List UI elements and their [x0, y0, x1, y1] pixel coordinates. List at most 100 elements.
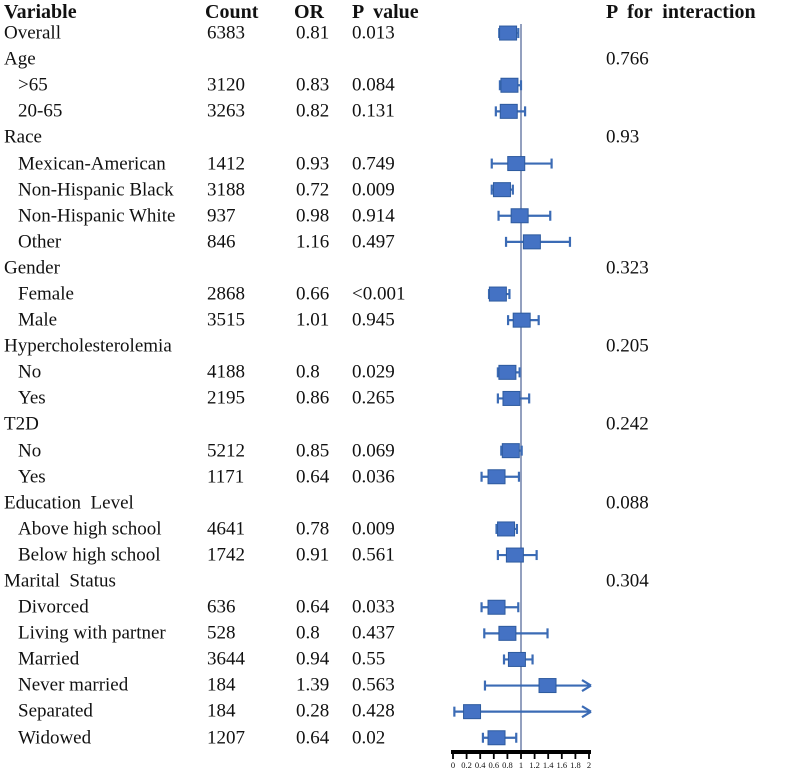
row-count: 3263 — [207, 100, 245, 122]
row-label: Yes — [18, 466, 46, 488]
header-or: OR — [294, 1, 324, 23]
table-row: Hypercholesterolemia 0.205 — [0, 333, 787, 359]
row-label: >65 — [18, 74, 48, 96]
row-count: 184 — [207, 674, 236, 696]
row-p-value: 0.02 — [352, 727, 386, 749]
row-p-value: 0.084 — [352, 74, 395, 96]
table-row: Education Level 0.088 — [0, 490, 787, 516]
header-count: Count — [205, 1, 259, 23]
row-label: Male — [18, 309, 58, 331]
x-axis-tick-label: 1.4 — [543, 760, 554, 770]
row-or: 0.64 — [296, 596, 330, 618]
row-p-value: 0.013 — [352, 22, 395, 44]
row-label: Education Level — [4, 492, 134, 514]
table-row: Living with partner 528 0.8 0.437 — [0, 620, 787, 646]
row-label: Race — [4, 126, 42, 148]
table-row: >65 3120 0.83 0.084 — [0, 72, 787, 98]
table-row: Age 0.766 — [0, 46, 787, 72]
header-p-interaction: P for interaction — [606, 1, 756, 23]
row-p-value: 0.029 — [352, 361, 395, 383]
row-count: 2195 — [207, 387, 245, 409]
row-label: Yes — [18, 387, 46, 409]
row-label: Female — [18, 283, 74, 305]
row-p-value: 0.131 — [352, 100, 395, 122]
table-row: Yes 2195 0.86 0.265 — [0, 385, 787, 411]
row-label: Age — [4, 48, 36, 70]
row-count: 1412 — [207, 153, 245, 175]
table-row: Separated 184 0.28 0.428 — [0, 698, 787, 724]
row-p-value: <0.001 — [352, 283, 406, 305]
x-axis-tick-label: 0.4 — [475, 760, 486, 770]
row-count: 3120 — [207, 74, 245, 96]
x-axis-tick-label: 0.8 — [502, 760, 513, 770]
row-label: Below high school — [18, 544, 161, 566]
row-or: 0.91 — [296, 544, 330, 566]
row-label: Non-Hispanic White — [18, 205, 176, 227]
row-label: Never married — [18, 674, 129, 696]
row-or: 0.72 — [296, 179, 330, 201]
table-row: No 4188 0.8 0.029 — [0, 359, 787, 385]
row-p-interaction: 0.93 — [606, 126, 640, 148]
row-label: 20-65 — [18, 100, 63, 122]
row-count: 4641 — [207, 518, 245, 540]
row-p-value: 0.069 — [352, 440, 395, 462]
table-row: T2D 0.242 — [0, 411, 787, 437]
row-or: 0.8 — [296, 622, 320, 644]
row-label: Separated — [18, 700, 93, 722]
row-p-value: 0.945 — [352, 309, 395, 331]
table-row: Male 3515 1.01 0.945 — [0, 307, 787, 333]
row-or: 0.81 — [296, 22, 330, 44]
row-count: 3188 — [207, 179, 245, 201]
row-or: 0.66 — [296, 283, 330, 305]
row-label: Overall — [4, 22, 61, 44]
row-p-value: 0.561 — [352, 544, 395, 566]
row-or: 0.64 — [296, 466, 330, 488]
table-row: Race 0.93 — [0, 124, 787, 150]
row-count: 3644 — [207, 648, 245, 670]
row-p-value: 0.428 — [352, 700, 395, 722]
row-p-interaction: 0.304 — [606, 570, 649, 592]
x-axis-tick-label: 1.6 — [556, 760, 567, 770]
table-row: Never married 184 1.39 0.563 — [0, 672, 787, 698]
row-p-interaction: 0.323 — [606, 257, 649, 279]
table-row: Other 846 1.16 0.497 — [0, 229, 787, 255]
row-or: 0.85 — [296, 440, 330, 462]
table-row: Gender 0.323 — [0, 255, 787, 281]
table-row: Mexican-American 1412 0.93 0.749 — [0, 150, 787, 176]
table-row: Divorced 636 0.64 0.033 — [0, 594, 787, 620]
table-row: Non-Hispanic White 937 0.98 0.914 — [0, 203, 787, 229]
row-p-value: 0.033 — [352, 596, 395, 618]
x-axis-tick-label: 1 — [519, 760, 523, 770]
table-row: 20-65 3263 0.82 0.131 — [0, 98, 787, 124]
row-label: Other — [18, 231, 62, 253]
row-label: Mexican-American — [18, 153, 166, 175]
row-or: 0.78 — [296, 518, 330, 540]
row-label: Gender — [4, 257, 60, 279]
row-label: Divorced — [18, 596, 89, 618]
row-count: 4188 — [207, 361, 245, 383]
table-row: Yes 1171 0.64 0.036 — [0, 464, 787, 490]
x-axis-tick-label: 0.2 — [461, 760, 472, 770]
row-or: 0.94 — [296, 648, 330, 670]
row-or: 0.86 — [296, 387, 330, 409]
row-p-interaction: 0.242 — [606, 413, 649, 435]
row-count: 846 — [207, 231, 236, 253]
row-label: Non-Hispanic Black — [18, 179, 174, 201]
row-count: 1207 — [207, 727, 245, 749]
table-row: Marital Status 0.304 — [0, 568, 787, 594]
row-label: Hypercholesterolemia — [4, 335, 172, 357]
row-or: 0.83 — [296, 74, 330, 96]
row-p-interaction: 0.088 — [606, 492, 649, 514]
x-axis-tick-label: 0.6 — [488, 760, 499, 770]
row-label: Married — [18, 648, 80, 670]
row-p-value: 0.265 — [352, 387, 395, 409]
row-count: 5212 — [207, 440, 245, 462]
row-or: 1.39 — [296, 674, 330, 696]
header-p-value: P value — [352, 1, 419, 23]
row-count: 937 — [207, 205, 236, 227]
table-row: Widowed 1207 0.64 0.02 — [0, 725, 787, 751]
row-p-value: 0.437 — [352, 622, 395, 644]
table-row: No 5212 0.85 0.069 — [0, 438, 787, 464]
table-row: Below high school 1742 0.91 0.561 — [0, 542, 787, 568]
row-p-value: 0.009 — [352, 179, 395, 201]
